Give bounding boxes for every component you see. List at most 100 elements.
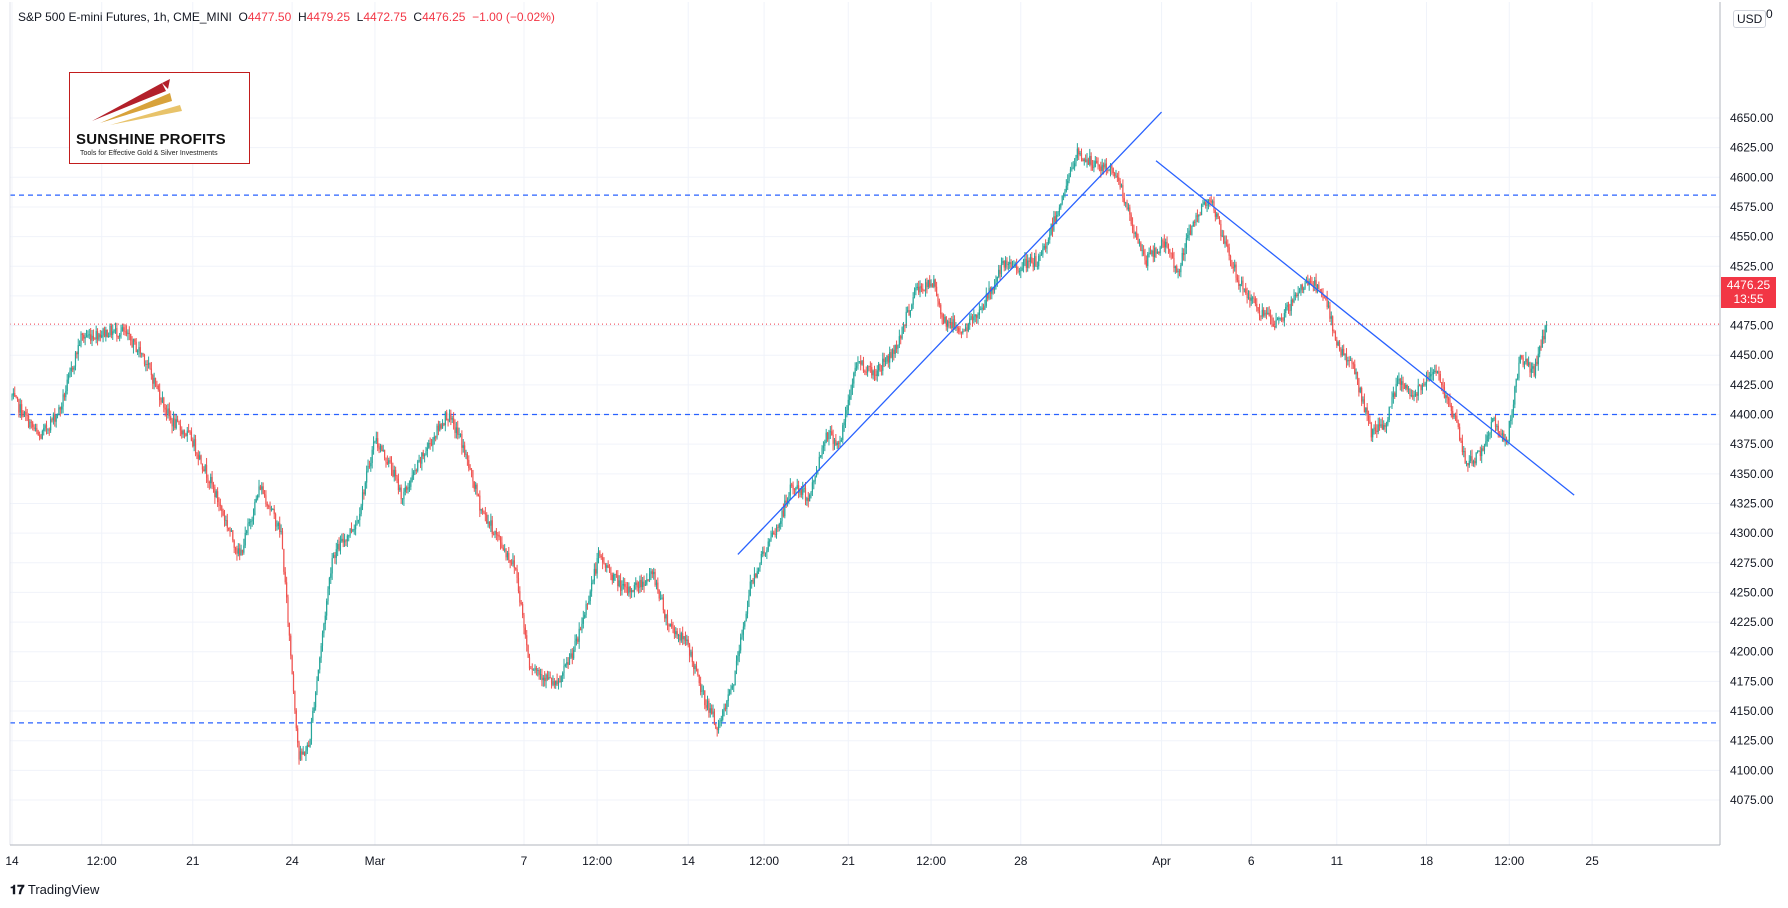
candle-body (770, 536, 772, 541)
candle-body (324, 615, 326, 624)
candle-body (701, 691, 703, 692)
candle-body (196, 452, 198, 455)
candle-body (693, 662, 695, 670)
x-tick-label: 12:00 (1494, 854, 1524, 868)
candle-body (1298, 291, 1301, 293)
candle-body (1254, 298, 1256, 304)
candle-body (239, 548, 241, 556)
candle-body (1279, 317, 1281, 319)
candle-body (931, 283, 934, 287)
candle-body (698, 674, 700, 684)
candle-body (1409, 388, 1411, 396)
candle-body (1143, 250, 1145, 255)
candle-body (562, 672, 564, 676)
candle-body (1189, 230, 1192, 235)
candle-body (352, 529, 354, 532)
candle-body (1155, 248, 1157, 254)
candle-body (154, 377, 157, 386)
candle-body (341, 538, 343, 542)
candle-body (225, 520, 227, 521)
candle-body (526, 635, 528, 646)
candle-body (1057, 211, 1059, 215)
candle-body (1508, 420, 1510, 441)
candle-body (669, 623, 671, 627)
candle-body (1120, 185, 1123, 188)
tradingview-footer[interactable]: 𝟏𝟕 TradingView (10, 882, 99, 898)
candle-body (573, 650, 575, 659)
candle-body (272, 508, 274, 510)
x-tick-label: 14 (5, 854, 19, 868)
candle-body (864, 370, 866, 372)
candle-body (1071, 168, 1073, 170)
candle-body (128, 332, 130, 334)
candle-body (30, 421, 32, 423)
candle-body (250, 521, 252, 523)
candle-body (483, 511, 485, 514)
currency-button[interactable]: USD (1733, 10, 1767, 28)
candle-body (207, 477, 209, 483)
y-tick-label: 4275.00 (1730, 556, 1774, 570)
candle-body (74, 352, 77, 367)
candle-body (1058, 207, 1061, 212)
candle-body (1170, 252, 1172, 254)
candle-body (310, 721, 313, 740)
candle-body (850, 389, 852, 397)
candle-body (1461, 440, 1463, 453)
candle-body (924, 282, 927, 291)
candle-body (392, 469, 394, 477)
candle-body (1114, 172, 1116, 176)
candle-body (1405, 384, 1407, 389)
candle-body (168, 408, 170, 417)
candle-body (777, 527, 779, 528)
candle-body (1453, 415, 1455, 418)
candle-body (308, 744, 310, 747)
candle-body (116, 328, 118, 337)
candle-body (1152, 250, 1154, 257)
candle-body (1447, 398, 1450, 401)
candle-body (181, 430, 183, 435)
candle-body (36, 427, 38, 432)
candle-body (706, 700, 709, 708)
candle-body (1450, 405, 1452, 411)
y-tick-label: 4600.00 (1730, 170, 1774, 184)
candle-body (334, 555, 336, 558)
candle-body (662, 597, 664, 611)
candle-body (276, 525, 278, 527)
candle-body (377, 438, 379, 448)
y-tick-label: 4350.00 (1730, 467, 1774, 481)
candle-body (175, 419, 177, 429)
candle-body (712, 711, 714, 714)
candle-body (183, 430, 186, 434)
candle-body (1337, 342, 1339, 346)
candle-body (1097, 163, 1099, 166)
candle-body (849, 396, 851, 400)
candle-body (711, 708, 713, 714)
candle-body (1141, 250, 1143, 252)
candle-body (83, 334, 85, 339)
candle-body (1463, 451, 1465, 453)
candle-body (1253, 297, 1255, 299)
candle-body (1118, 177, 1120, 182)
candle-body (233, 540, 235, 548)
candle-body (1183, 252, 1185, 255)
candle-body (497, 534, 499, 536)
candle-body (971, 316, 974, 321)
candle-body (654, 571, 656, 585)
candle-body (857, 362, 859, 367)
candle-body (223, 515, 226, 521)
candle-body (1042, 248, 1044, 255)
candle-body (114, 328, 117, 331)
candle-body (58, 407, 60, 416)
candle-body (614, 574, 616, 576)
candle-body (1079, 153, 1081, 155)
candle-body (1481, 448, 1483, 457)
candle-body (47, 429, 49, 431)
candle-body (671, 623, 673, 627)
last-price-tag: 4476.25 13:55 (1721, 277, 1776, 308)
candle-body (1370, 423, 1372, 438)
candle-body (484, 513, 486, 515)
candle-body (757, 568, 760, 572)
candle-body (414, 469, 416, 472)
candle-body (1300, 284, 1302, 292)
